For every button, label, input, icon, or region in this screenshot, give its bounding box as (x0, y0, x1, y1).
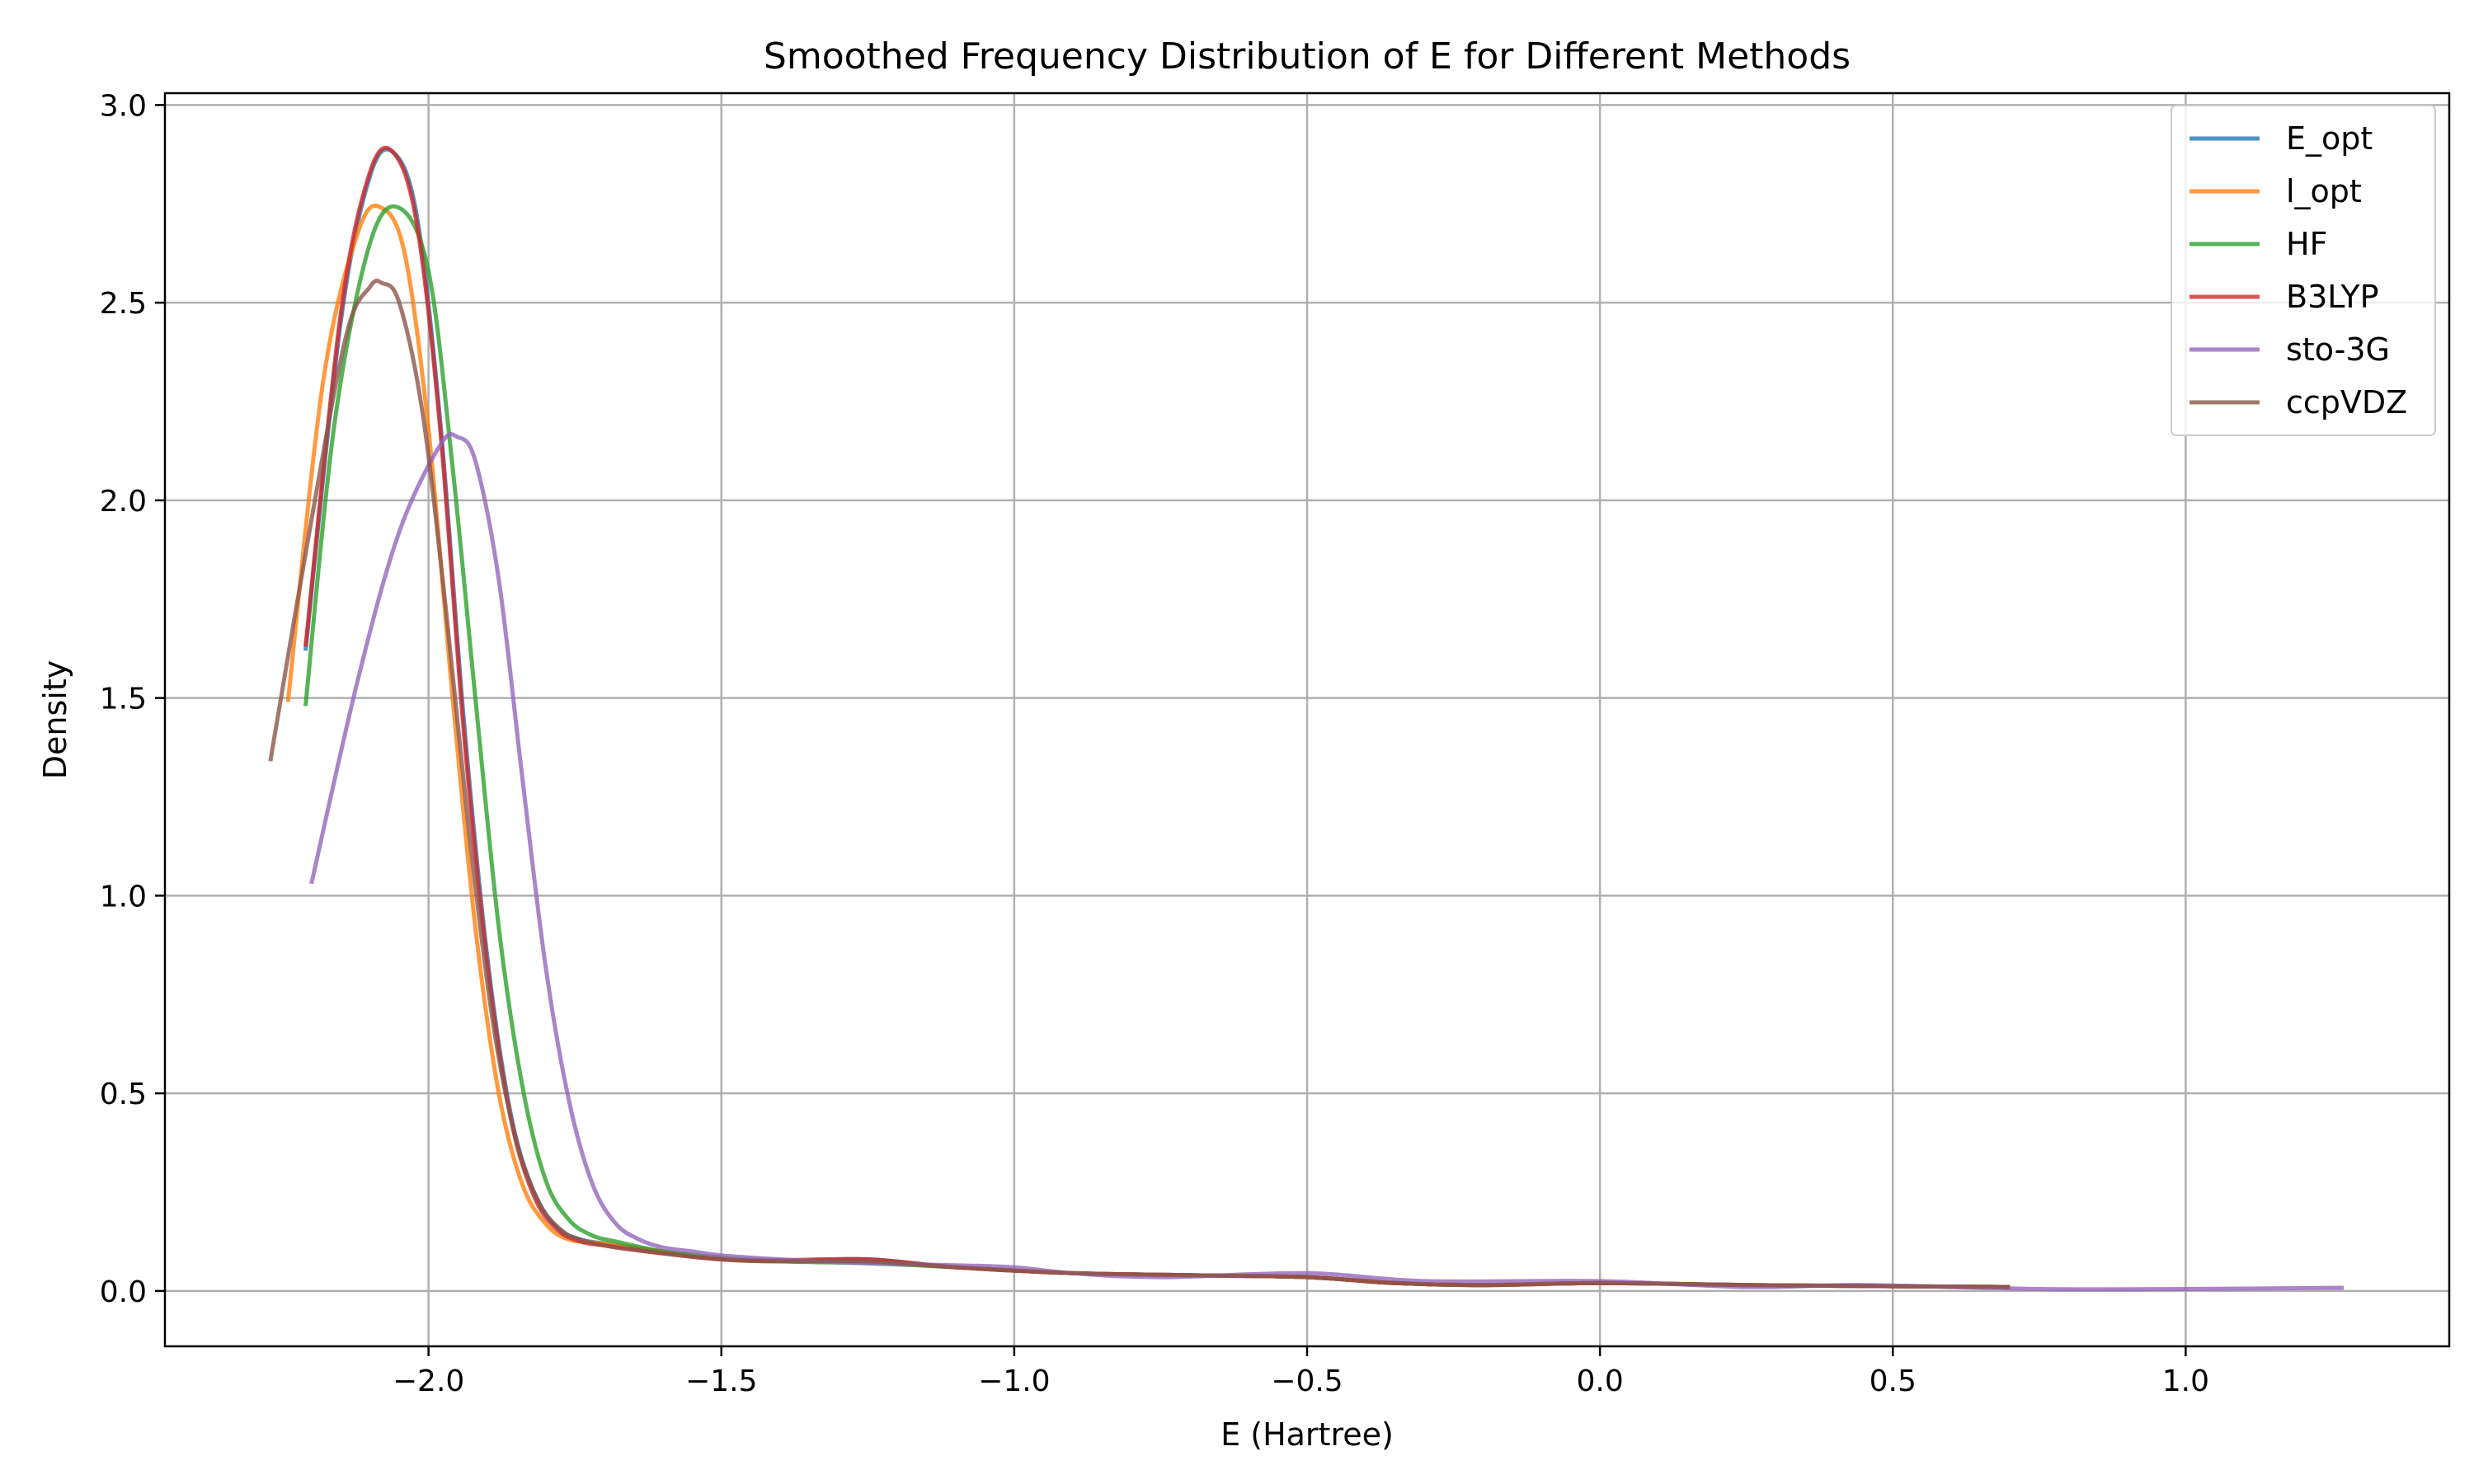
y-tick-label: 1.5 (100, 683, 147, 716)
y-tick-label: 1.0 (100, 880, 147, 913)
x-tick-label: −1.0 (978, 1364, 1050, 1398)
chart-title: Smoothed Frequency Distribution of E for… (764, 35, 1851, 77)
legend-label-hf: HF (2286, 226, 2327, 262)
legend-label-b3lyp: B3LYP (2286, 279, 2379, 315)
legend: E_opt l_opt HF B3LYP sto-3G ccpVDZ (2171, 105, 2436, 436)
x-tick-label: 1.0 (2162, 1364, 2209, 1398)
y-tick-label: 2.0 (100, 485, 147, 519)
grid-layer (165, 93, 2449, 1346)
legend-box (2171, 105, 2436, 436)
legend-items: E_opt l_opt HF B3LYP sto-3G ccpVDZ (2189, 120, 2407, 420)
y-tick-label: 2.5 (100, 287, 147, 321)
legend-label-e-opt: E_opt (2286, 120, 2373, 157)
legend-label-l-opt: l_opt (2286, 173, 2362, 209)
y-tick-label: 0.0 (100, 1275, 147, 1309)
x-tick-label: 0.0 (1576, 1364, 1623, 1398)
x-axis-ticks: −2.0 −1.5 −1.0 −0.5 0.0 0.5 1.0 (393, 1346, 2209, 1398)
series-layer (268, 145, 2345, 1292)
x-axis-label: E (Hartree) (1221, 1416, 1394, 1453)
x-tick-label: −2.0 (393, 1364, 464, 1398)
legend-label-ccpvdz: ccpVDZ (2286, 384, 2407, 420)
x-tick-label: −0.5 (1271, 1364, 1343, 1398)
y-axis-ticks: 0.0 0.5 1.0 1.5 2.0 2.5 3.0 (100, 89, 165, 1309)
y-tick-label: 3.0 (100, 89, 147, 123)
legend-label-sto-3g: sto-3G (2286, 331, 2390, 368)
series-line-ccpvdz (268, 279, 2011, 1289)
x-tick-label: −1.5 (685, 1364, 757, 1398)
y-axis-label: Density (37, 660, 73, 779)
x-tick-label: 0.5 (1870, 1364, 1917, 1398)
plot-frame (163, 92, 2451, 1348)
y-tick-label: 0.5 (100, 1078, 147, 1111)
